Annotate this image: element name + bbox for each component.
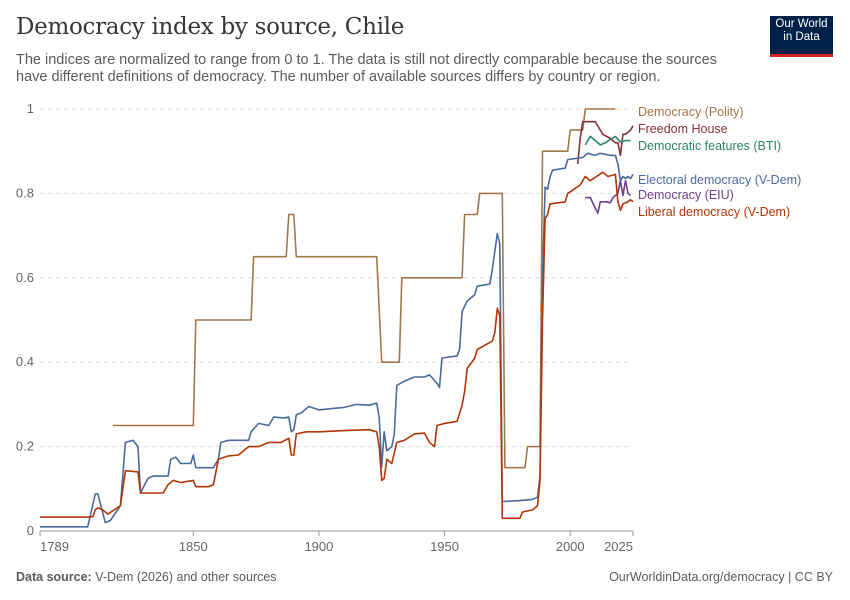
x-tick-label: 1950 — [430, 539, 459, 554]
owid-logo[interactable]: Our World in Data — [770, 16, 833, 57]
series-label: Liberal democracy (V-Dem) — [638, 205, 790, 219]
source-label: Data source: — [16, 570, 92, 584]
x-tick-label: 1789 — [40, 539, 69, 554]
data-source: Data source: V-Dem (2026) and other sour… — [16, 570, 277, 584]
chart-title: Democracy index by source, Chile — [16, 14, 405, 40]
y-tick-label: 0.6 — [16, 270, 34, 285]
source-text[interactable]: V-Dem (2026) and other sources — [95, 570, 277, 584]
y-tick-label: 1 — [27, 101, 34, 116]
x-tick-label: 1900 — [304, 539, 333, 554]
series-line-electoral-democracy-v-dem — [40, 152, 634, 528]
series-line-freedom-house — [576, 120, 634, 164]
y-tick-label: 0 — [27, 523, 34, 538]
y-tick-label: 0.8 — [16, 185, 34, 200]
series-line-democracy-polity — [112, 108, 616, 469]
logo-line-1: Our World — [775, 18, 828, 30]
series-label: Democratic features (BTI) — [638, 139, 781, 153]
series-label: Electoral democracy (V-Dem) — [638, 173, 801, 187]
chart-subtitle: The indices are normalized to range from… — [16, 52, 717, 85]
y-tick-label: 0.2 — [16, 439, 34, 454]
source-url[interactable]: OurWorldinData.org/democracy | CC BY — [609, 570, 833, 584]
series-label: Democracy (Polity) — [638, 105, 744, 119]
series-line-democratic-features-bti — [584, 135, 631, 146]
y-tick-label: 0.4 — [16, 354, 34, 369]
series-line-democracy-eiu — [585, 179, 632, 214]
logo-line-2: in Data — [783, 31, 820, 43]
x-tick-label: 2025 — [604, 539, 633, 554]
series-label: Democracy (EIU) — [638, 188, 734, 202]
series-label: Freedom House — [638, 122, 728, 136]
x-tick-label: 2000 — [556, 539, 585, 554]
x-tick-label: 1850 — [179, 539, 208, 554]
series-line-liberal-democracy-v-dem — [40, 171, 634, 520]
